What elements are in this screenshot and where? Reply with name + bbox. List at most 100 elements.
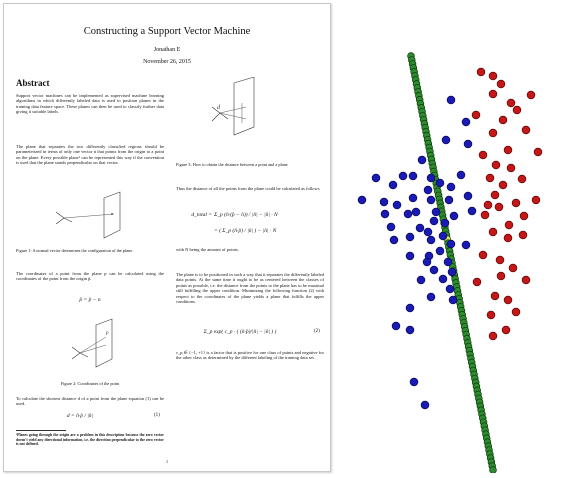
class-b-point bbox=[490, 190, 500, 200]
class-a-point bbox=[415, 223, 425, 233]
class-a-point bbox=[408, 171, 418, 181]
class-a-point bbox=[446, 182, 456, 192]
class-a-point bbox=[392, 200, 402, 210]
class-b-point bbox=[488, 227, 498, 237]
class-b-point bbox=[498, 115, 508, 125]
class-b-point bbox=[526, 90, 536, 100]
class-b-point bbox=[496, 271, 506, 281]
class-a-point bbox=[405, 232, 415, 242]
class-a-point bbox=[405, 325, 415, 335]
class-a-point bbox=[440, 218, 450, 228]
class-b-point bbox=[506, 163, 516, 173]
class-a-point bbox=[403, 209, 413, 219]
class-b-point bbox=[503, 145, 513, 155]
class-a-point bbox=[388, 180, 398, 190]
class-a-point bbox=[389, 235, 399, 245]
figure-3-distance: d bbox=[211, 77, 255, 136]
class-a-point bbox=[426, 195, 436, 205]
class-a-point bbox=[386, 222, 396, 232]
class-b-point bbox=[517, 174, 527, 184]
class-a-point bbox=[444, 195, 454, 205]
figure-1-normal-vector bbox=[55, 191, 121, 239]
class-b-point bbox=[504, 220, 514, 230]
class-b-point bbox=[521, 125, 531, 135]
scatter-plot-svg bbox=[357, 52, 543, 474]
paper-author: Jonathan E bbox=[153, 47, 181, 53]
class-a-point bbox=[441, 135, 451, 145]
class-b-point bbox=[503, 295, 513, 305]
paragraph-plane: The plane that separates the two differe… bbox=[16, 144, 164, 166]
class-b-point bbox=[483, 200, 493, 210]
class-a-point bbox=[438, 231, 448, 241]
class-a-point bbox=[379, 197, 389, 207]
class-b-point bbox=[495, 255, 505, 265]
class-a-point bbox=[431, 207, 441, 217]
class-a-point bbox=[411, 207, 421, 217]
equation-2-number: (2) bbox=[314, 329, 320, 334]
class-a-point bbox=[445, 284, 455, 294]
paragraph-class-factor: c_p ∈ {−1, +1} is a factor that is posit… bbox=[176, 350, 324, 361]
footnote-rule bbox=[16, 430, 66, 431]
class-b-point bbox=[476, 67, 486, 77]
class-a-point bbox=[426, 173, 436, 183]
class-a-point bbox=[423, 227, 433, 237]
class-b-point bbox=[480, 210, 490, 220]
class-b-point bbox=[491, 160, 501, 170]
class-a-point bbox=[438, 274, 448, 284]
figure-3-distance-label: d bbox=[217, 105, 221, 111]
class-a-point bbox=[446, 239, 456, 249]
class-b-point bbox=[511, 198, 521, 208]
equation-distance: d = n̄·p̄ / |n̄| bbox=[66, 413, 94, 419]
class-a-point bbox=[463, 139, 473, 149]
class-a-point bbox=[422, 257, 432, 267]
class-a-point bbox=[426, 235, 436, 245]
class-a-point bbox=[448, 295, 458, 305]
class-b-point bbox=[533, 147, 543, 157]
class-a-point bbox=[398, 171, 408, 181]
equation-total-line-2: = ( Σ_p (n̄·p̄) / |n̄| ) − |n̄| · N bbox=[214, 228, 277, 234]
class-a-point bbox=[456, 170, 466, 180]
class-a-point bbox=[426, 292, 436, 302]
class-b-point bbox=[488, 331, 498, 341]
equation-coordinates: p̄ = p̄ − n bbox=[79, 297, 101, 303]
class-b-point bbox=[506, 98, 516, 108]
paragraph-coordinates: The coordinates of a point from the plan… bbox=[16, 271, 164, 282]
class-a-point bbox=[423, 185, 433, 195]
paragraph-distance: To calculate the shortest distance d of … bbox=[16, 396, 164, 407]
pdf-page: Constructing a Support Vector Machine Jo… bbox=[3, 3, 331, 472]
class-b-point bbox=[498, 180, 508, 190]
class-b-point bbox=[518, 230, 528, 240]
class-a-point bbox=[409, 377, 419, 387]
abstract-text: Support vector machines can be implement… bbox=[16, 93, 164, 115]
figure-2-point-label: p bbox=[105, 331, 109, 336]
class-b-point bbox=[494, 202, 504, 212]
class-a-point bbox=[405, 251, 415, 261]
class-b-point bbox=[478, 250, 488, 260]
figure-3-caption: Figure 3: How to obtain the distance bet… bbox=[176, 162, 288, 167]
class-a-point bbox=[417, 155, 427, 165]
figure-2-point-coordinates: p bbox=[71, 318, 113, 368]
class-b-point bbox=[496, 79, 506, 89]
equation-1-number: (1) bbox=[154, 413, 160, 418]
class-b-point bbox=[488, 89, 498, 99]
class-b-point bbox=[488, 71, 498, 81]
class-a-point bbox=[461, 240, 471, 250]
class-a-point bbox=[443, 257, 453, 267]
class-a-point bbox=[408, 193, 418, 203]
boundary-point bbox=[489, 466, 497, 474]
class-a-point bbox=[420, 400, 430, 410]
abstract-heading: Abstract bbox=[16, 78, 50, 88]
class-b-point bbox=[512, 105, 522, 115]
class-a-point bbox=[449, 211, 459, 221]
page-number: 1 bbox=[165, 459, 169, 464]
class-b-point bbox=[511, 307, 521, 317]
class-b-point bbox=[501, 325, 511, 335]
class-a-point bbox=[380, 209, 390, 219]
class-b-point bbox=[519, 211, 529, 221]
class-a-point bbox=[461, 117, 471, 127]
class-a-point bbox=[429, 216, 439, 226]
class-b-point bbox=[486, 310, 496, 320]
class-a-point bbox=[357, 195, 367, 205]
class-b-point bbox=[490, 291, 500, 301]
svm-scatter-plot bbox=[333, 0, 577, 474]
